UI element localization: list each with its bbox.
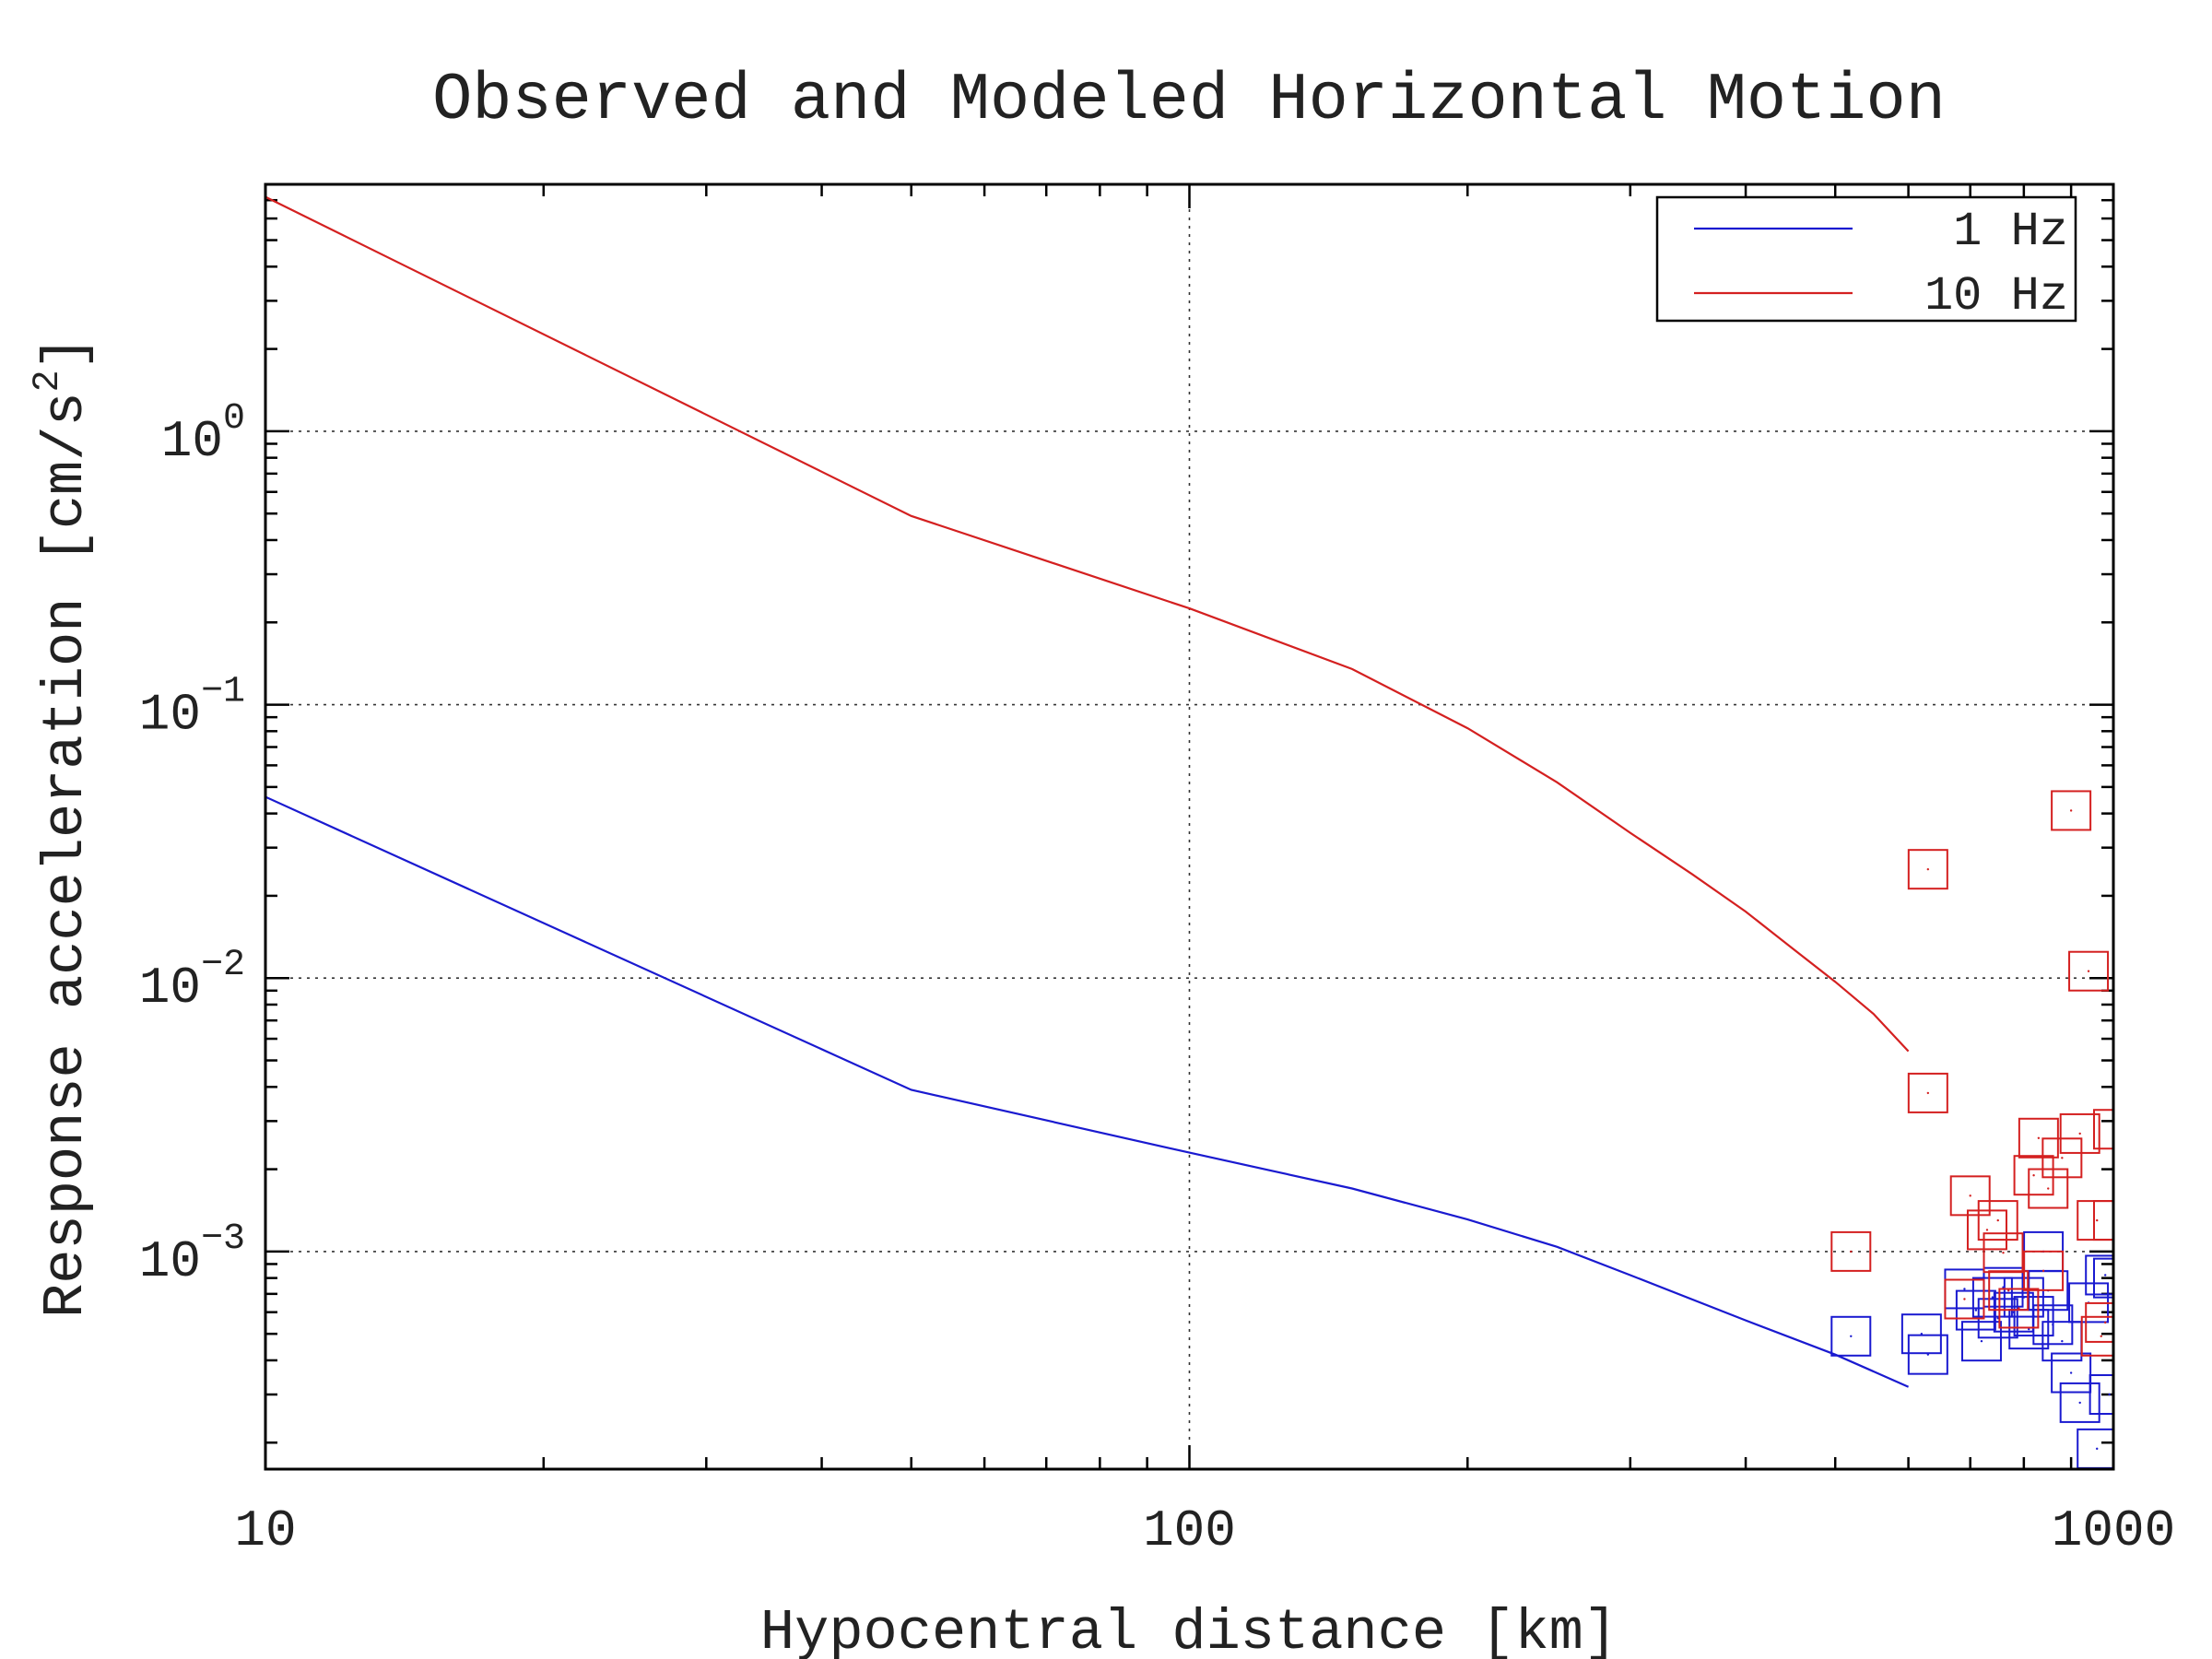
x-tick-label: 1000 [2052,1501,2175,1560]
data-point-center [1926,867,1930,871]
legend-box [1655,195,2077,323]
chart-title: Observed and Modeled Horizontal Motion [432,63,1946,138]
y-tick-label: 100 [161,398,245,471]
data-point-center [1996,1317,1999,1320]
data-point-center [1969,1194,1971,1197]
legend: 1 Hz 10 Hz [1655,195,2077,324]
data-point [2028,1168,2069,1209]
data-point [1977,1200,2018,1241]
data-point-center [1974,1309,1978,1312]
y-tick-label: 10−2 [139,945,245,1018]
data-point [2023,1250,2065,1291]
y-axis-label-exponent: 2 [28,370,69,392]
series-line-1-hz [265,795,1910,1388]
data-point-center [2028,1327,2030,1331]
data-point-center [2041,1269,2045,1273]
grid-lines [265,184,2113,1469]
legend-label: 1 Hz [1953,205,2068,259]
data-point-center [2078,1132,2081,1135]
data-point-center [2037,1136,2041,1139]
data-point-center [1980,1339,1983,1343]
data-point [2059,1382,2100,1423]
data-point [1830,1315,1872,1357]
data-point-center [1963,1288,1966,1290]
data-point [2051,1352,2092,1394]
data-point-center [2061,1157,2064,1159]
data-point [1830,1230,1872,1272]
data-point-center [1991,1296,1994,1299]
data-point-center [2002,1251,2005,1254]
data-point-center [2078,1401,2081,1405]
data-point [2093,1109,2113,1150]
data-point-center [2100,1335,2102,1338]
data-point-center [1963,1298,1966,1300]
data-point [2032,1304,2074,1346]
data-point-center [1850,1250,1853,1253]
data-point [2068,950,2110,992]
data-point [1966,1209,2007,1251]
data-point-center [1850,1335,1853,1338]
data-point-center [2007,1289,2010,1292]
data-point-center [2104,1321,2107,1324]
data-point [2085,1301,2113,1343]
data-point [2093,1257,2113,1299]
data-point [2093,1200,2113,1241]
data-point [1907,1072,1948,1113]
data-point-center [2104,1274,2107,1277]
data-point-center [2087,970,2090,972]
series-line-10-hz [265,195,1910,1053]
data-point [1960,1321,2002,1362]
data-point [1907,849,1948,890]
data-point [1900,1313,1942,1355]
y-axis-label: Response acceleration [cm/s2] [28,335,99,1318]
data-point [2085,1254,2113,1296]
x-tick-labels: 10 100 1000 [234,1501,2175,1560]
data-point-center [2069,1371,2073,1374]
scatter-group-10-hz-observed [1830,790,2113,1357]
x-tick-label: 10 [234,1501,296,1560]
y-tick-labels: 100 10−1 10−2 10−3 [139,398,245,1291]
data-point-center [1926,1353,1930,1356]
data-point-center [2032,1173,2035,1177]
data-point [2013,1155,2054,1196]
data-point [1998,1288,2040,1329]
data-point-center [2061,1339,2064,1343]
x-tick-label: 100 [1143,1501,1236,1560]
data-point [1907,1334,1948,1375]
data-point-center [2108,1393,2111,1396]
y-tick-label: 10−3 [139,1218,245,1291]
data-point-center [1996,1218,1999,1222]
data-point [2080,1315,2113,1357]
data-point [1971,1277,2013,1318]
data-point [2059,1112,2100,1154]
x-axis-label: Hypocentral distance [km] [760,1600,1618,1659]
data-point-center [1926,1091,1930,1095]
data-point [2051,790,2092,831]
data-point-center [2069,809,2073,812]
scatter-group-1-hz-observed [1830,1230,2113,1469]
y-tick-label: 10−1 [139,672,245,745]
data-point-center [2018,1307,2020,1310]
y-axis-label-suffix: ] [33,335,99,370]
data-point [2088,1374,2113,1416]
data-point-center [2096,1218,2099,1222]
data-point [2041,1137,2083,1179]
data-point-center [2047,1187,2050,1190]
y-axis-label-main: Response acceleration [cm/s [33,392,99,1318]
data-point-center [1985,1229,1989,1231]
data-point-center [2096,1447,2099,1451]
data-point [1949,1175,1991,1217]
data-point [1944,1278,1985,1320]
data-point-center [2052,1324,2054,1326]
plot-frame [264,182,2115,1471]
series-layer [265,195,2113,1469]
legend-label: 10 Hz [1924,269,2068,324]
